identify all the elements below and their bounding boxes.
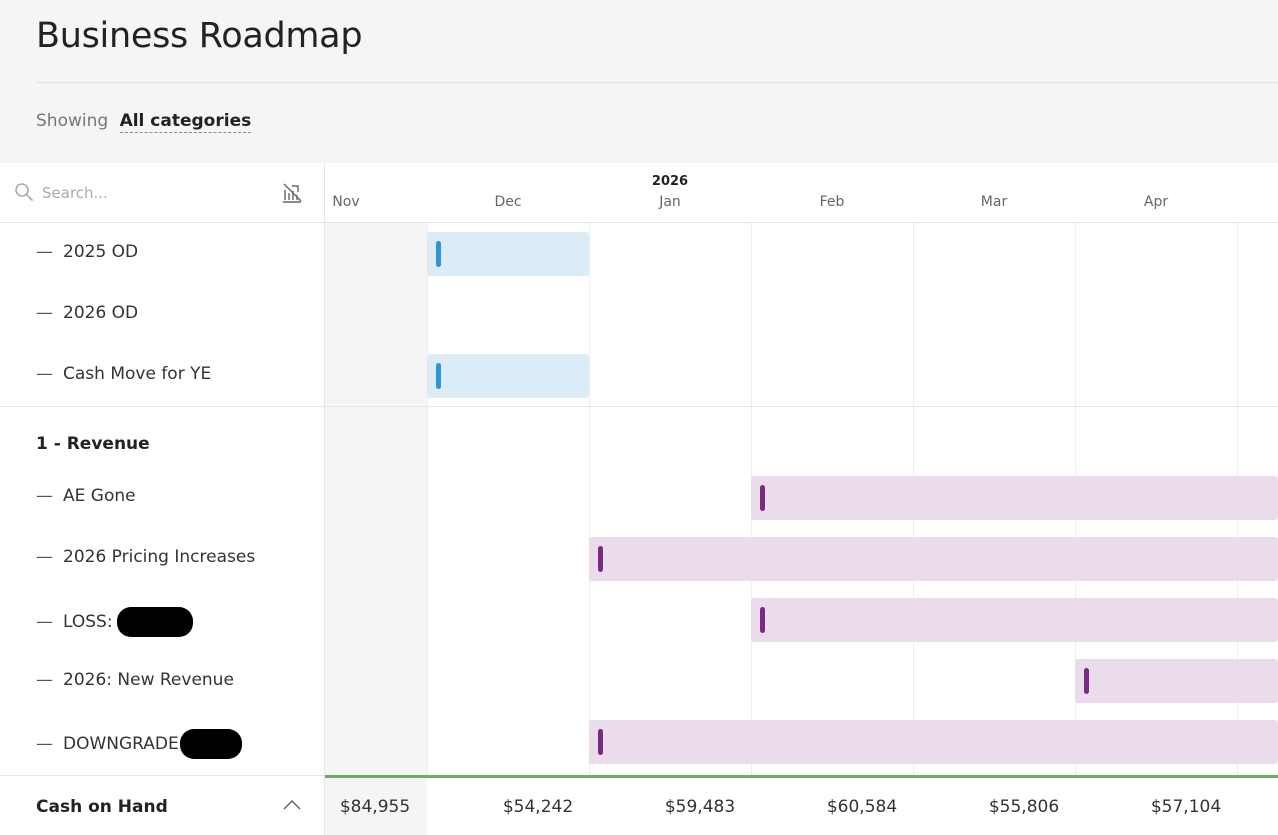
category-filter-dropdown[interactable]: All categories [119, 111, 252, 133]
bar-new-revenue[interactable] [1075, 659, 1278, 703]
row-dash: — [36, 303, 53, 323]
cash-values-row: $84,955 $54,242 $59,483 $60,584 $55,806 … [325, 775, 1278, 835]
row-2025-od[interactable]: — 2025 OD [36, 242, 138, 262]
bar-ae-gone[interactable] [751, 476, 1278, 520]
cash-value-mar: $55,806 [988, 797, 1060, 817]
group-divider [325, 406, 1278, 407]
row-cash-move[interactable]: — Cash Move for YE [36, 364, 211, 384]
month-gridline [427, 223, 428, 775]
row-label: Cash Move for YE [63, 364, 212, 384]
month-label-jan: Jan [659, 194, 681, 210]
row-new-revenue[interactable]: — 2026: New Revenue [36, 670, 234, 690]
row-label: 2026: New Revenue [63, 670, 234, 690]
cash-value-nov: $84,955 [339, 797, 411, 817]
bar-downgrade[interactable] [589, 720, 1278, 764]
footer-label-cell: Cash on Hand [0, 775, 325, 835]
redacted-block [116, 607, 193, 637]
page-title: Business Roadmap [36, 16, 363, 56]
page-header: Business Roadmap Showing All categories [0, 0, 1278, 163]
bar-drag-handle[interactable] [1084, 668, 1089, 694]
cash-value-apr: $57,104 [1150, 797, 1222, 817]
row-dash: — [36, 612, 53, 632]
row-label: 2025 OD [63, 242, 139, 262]
cash-on-hand-label: Cash on Hand [36, 797, 168, 817]
group-revenue[interactable]: 1 - Revenue [36, 434, 150, 454]
bar-cash-move[interactable] [427, 354, 589, 398]
month-label-nov: Nov [332, 194, 360, 210]
category-filter: Showing All categories [36, 111, 252, 133]
row-label: DOWNGRADE [63, 734, 179, 754]
row-loss[interactable]: — LOSS: [36, 607, 193, 637]
row-dash: — [36, 547, 53, 567]
bar-drag-handle[interactable] [436, 363, 441, 389]
row-2026-od[interactable]: — 2026 OD [36, 303, 138, 323]
filter-prefix: Showing [36, 111, 109, 131]
clear-filter-icon[interactable] [280, 181, 304, 205]
bar-drag-handle[interactable] [436, 241, 441, 267]
row-dash: — [36, 670, 53, 690]
bar-2025-od[interactable] [427, 232, 589, 276]
bar-drag-handle[interactable] [598, 729, 603, 755]
month-label-dec: Dec [494, 194, 522, 210]
row-pricing-increases[interactable]: — 2026 Pricing Increases [36, 547, 255, 567]
row-label: LOSS: [63, 612, 113, 632]
row-dash: — [36, 486, 53, 506]
chevron-up-icon[interactable] [282, 798, 302, 812]
timeline-header: 2026 Nov Dec Jan Feb Mar Apr [325, 163, 1278, 223]
month-label-apr: Apr [1143, 194, 1169, 210]
row-ae-gone[interactable]: — AE Gone [36, 486, 136, 506]
year-label: 2026 [651, 174, 689, 189]
bar-loss[interactable] [751, 598, 1278, 642]
row-dash: — [36, 242, 53, 262]
bar-drag-handle[interactable] [760, 607, 765, 633]
header-divider [36, 82, 1278, 83]
search-icon [15, 183, 33, 201]
search-input[interactable] [42, 181, 262, 205]
past-period-shade [325, 223, 427, 775]
row-downgrade[interactable]: — DOWNGRADE [36, 729, 242, 759]
group-divider [0, 406, 324, 407]
month-label-mar: Mar [980, 194, 1008, 210]
row-dash: — [36, 734, 53, 754]
cash-value-jan: $59,483 [664, 797, 736, 817]
past-period-shade [325, 778, 427, 835]
search-box [0, 163, 324, 223]
row-label: 2026 OD [63, 303, 139, 323]
month-label-feb: Feb [819, 194, 845, 210]
row-label: AE Gone [63, 486, 136, 506]
row-dash: — [36, 364, 53, 384]
cash-value-feb: $60,584 [826, 797, 898, 817]
bar-pricing-increases[interactable] [589, 537, 1278, 581]
row-list-panel: — 2025 OD — 2026 OD — Cash Move for YE 1 - … [0, 163, 325, 775]
month-gridline [589, 223, 590, 775]
redacted-block [179, 729, 242, 759]
cash-value-dec: $54,242 [502, 797, 574, 817]
bar-drag-handle[interactable] [760, 485, 765, 511]
timeline-grid: 2026 Nov Dec Jan Feb Mar Apr [325, 163, 1278, 775]
cash-on-hand-footer: Cash on Hand $84,955 $54,242 $59,483 $60… [0, 775, 1278, 835]
row-label: 2026 Pricing Increases [63, 547, 256, 567]
bar-drag-handle[interactable] [598, 546, 603, 572]
